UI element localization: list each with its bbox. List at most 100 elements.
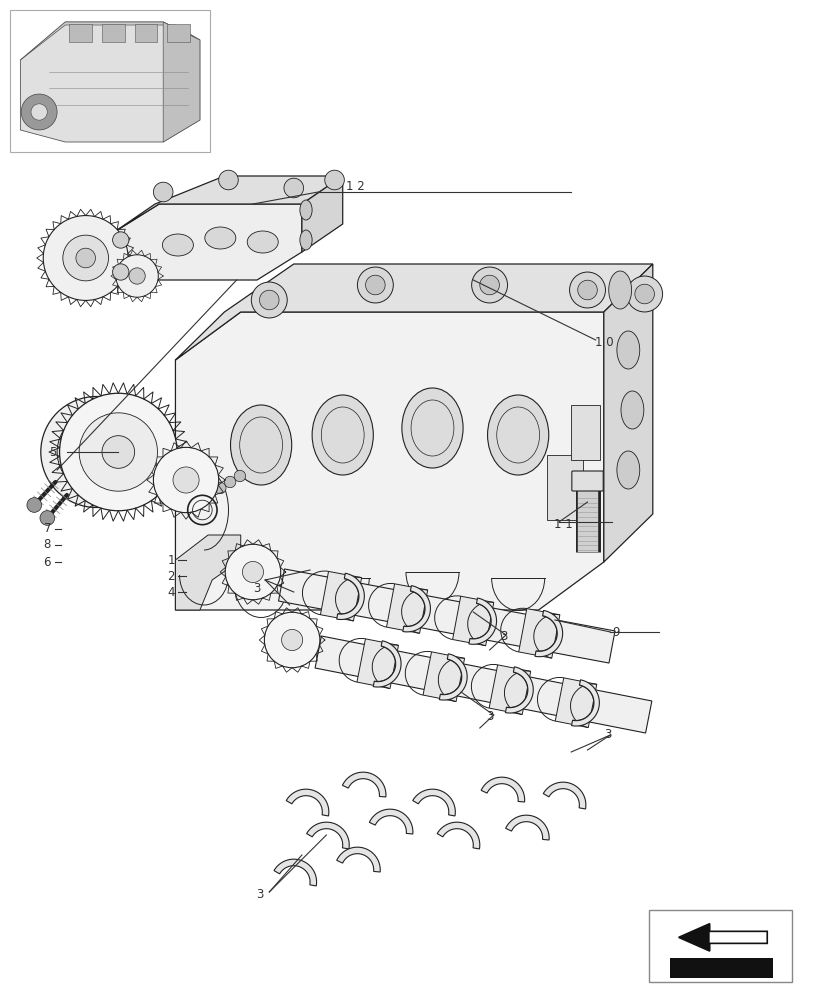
Ellipse shape (617, 451, 640, 489)
Polygon shape (604, 264, 653, 562)
Circle shape (60, 393, 177, 511)
Polygon shape (315, 636, 652, 733)
Circle shape (215, 482, 226, 494)
Text: 2: 2 (167, 570, 175, 582)
Ellipse shape (109, 432, 123, 449)
Circle shape (21, 94, 57, 130)
Polygon shape (337, 573, 364, 619)
Text: 1: 1 (167, 554, 175, 566)
Ellipse shape (231, 405, 292, 485)
Bar (135, 24, 157, 42)
Circle shape (76, 248, 95, 268)
Polygon shape (571, 680, 599, 726)
Circle shape (129, 268, 145, 284)
Bar (69, 24, 92, 42)
Polygon shape (278, 569, 615, 663)
Text: 3: 3 (486, 710, 494, 724)
Polygon shape (437, 822, 480, 849)
Polygon shape (373, 641, 401, 687)
Text: 9: 9 (612, 626, 620, 639)
Circle shape (325, 170, 344, 190)
Bar (102, 24, 125, 42)
Circle shape (63, 235, 109, 281)
Polygon shape (679, 924, 767, 951)
Ellipse shape (87, 468, 105, 481)
Polygon shape (519, 609, 560, 658)
Polygon shape (114, 176, 343, 232)
Polygon shape (321, 571, 361, 621)
Ellipse shape (205, 227, 236, 249)
Circle shape (366, 275, 385, 295)
Polygon shape (543, 782, 586, 809)
Circle shape (41, 397, 152, 507)
FancyBboxPatch shape (572, 471, 603, 491)
Circle shape (472, 267, 508, 303)
Polygon shape (439, 654, 467, 700)
Circle shape (224, 476, 236, 488)
Ellipse shape (162, 234, 193, 256)
Polygon shape (505, 667, 533, 713)
Ellipse shape (621, 391, 644, 429)
Polygon shape (175, 264, 653, 360)
Circle shape (153, 447, 219, 513)
Polygon shape (413, 789, 455, 816)
Bar (571, 405, 600, 460)
Polygon shape (302, 176, 343, 252)
Text: 3: 3 (604, 728, 612, 742)
Text: 8: 8 (43, 538, 51, 552)
Polygon shape (343, 772, 386, 797)
Bar (167, 24, 190, 42)
Ellipse shape (487, 395, 548, 475)
Polygon shape (481, 777, 525, 802)
Ellipse shape (247, 231, 278, 253)
Polygon shape (175, 312, 604, 610)
Circle shape (242, 561, 264, 583)
Polygon shape (469, 598, 496, 644)
Text: 7: 7 (43, 522, 51, 536)
Circle shape (43, 216, 128, 300)
Circle shape (282, 629, 303, 651)
Circle shape (225, 544, 281, 600)
Text: 1 0: 1 0 (595, 336, 613, 349)
Polygon shape (555, 678, 596, 728)
Text: 5: 5 (49, 446, 57, 458)
Polygon shape (274, 859, 317, 886)
Polygon shape (20, 22, 200, 60)
Text: 3: 3 (253, 582, 261, 595)
Circle shape (480, 275, 499, 295)
Polygon shape (453, 596, 494, 646)
Text: 4: 4 (167, 585, 175, 598)
Circle shape (31, 104, 47, 120)
Polygon shape (357, 639, 398, 689)
Text: 1 2: 1 2 (346, 180, 364, 194)
Polygon shape (337, 847, 380, 872)
Circle shape (40, 511, 55, 525)
Ellipse shape (69, 432, 84, 449)
Text: 1 1: 1 1 (554, 518, 572, 532)
Text: 3: 3 (499, 631, 508, 644)
Ellipse shape (401, 388, 463, 468)
Circle shape (153, 182, 173, 202)
Circle shape (113, 232, 129, 248)
Bar (547, 455, 583, 520)
Polygon shape (387, 584, 428, 633)
Polygon shape (175, 535, 241, 610)
Circle shape (259, 290, 279, 310)
Ellipse shape (300, 200, 312, 220)
Circle shape (113, 264, 129, 280)
Circle shape (173, 467, 199, 493)
Circle shape (284, 178, 304, 198)
Ellipse shape (300, 230, 312, 250)
Circle shape (264, 612, 320, 668)
Bar (670, 958, 773, 978)
Polygon shape (489, 665, 530, 715)
Polygon shape (370, 809, 413, 834)
Circle shape (102, 436, 135, 468)
Polygon shape (286, 789, 329, 816)
Polygon shape (114, 204, 302, 280)
Polygon shape (20, 22, 200, 142)
Circle shape (27, 498, 42, 512)
Circle shape (635, 284, 654, 304)
Circle shape (251, 282, 287, 318)
Bar (649, 910, 792, 982)
